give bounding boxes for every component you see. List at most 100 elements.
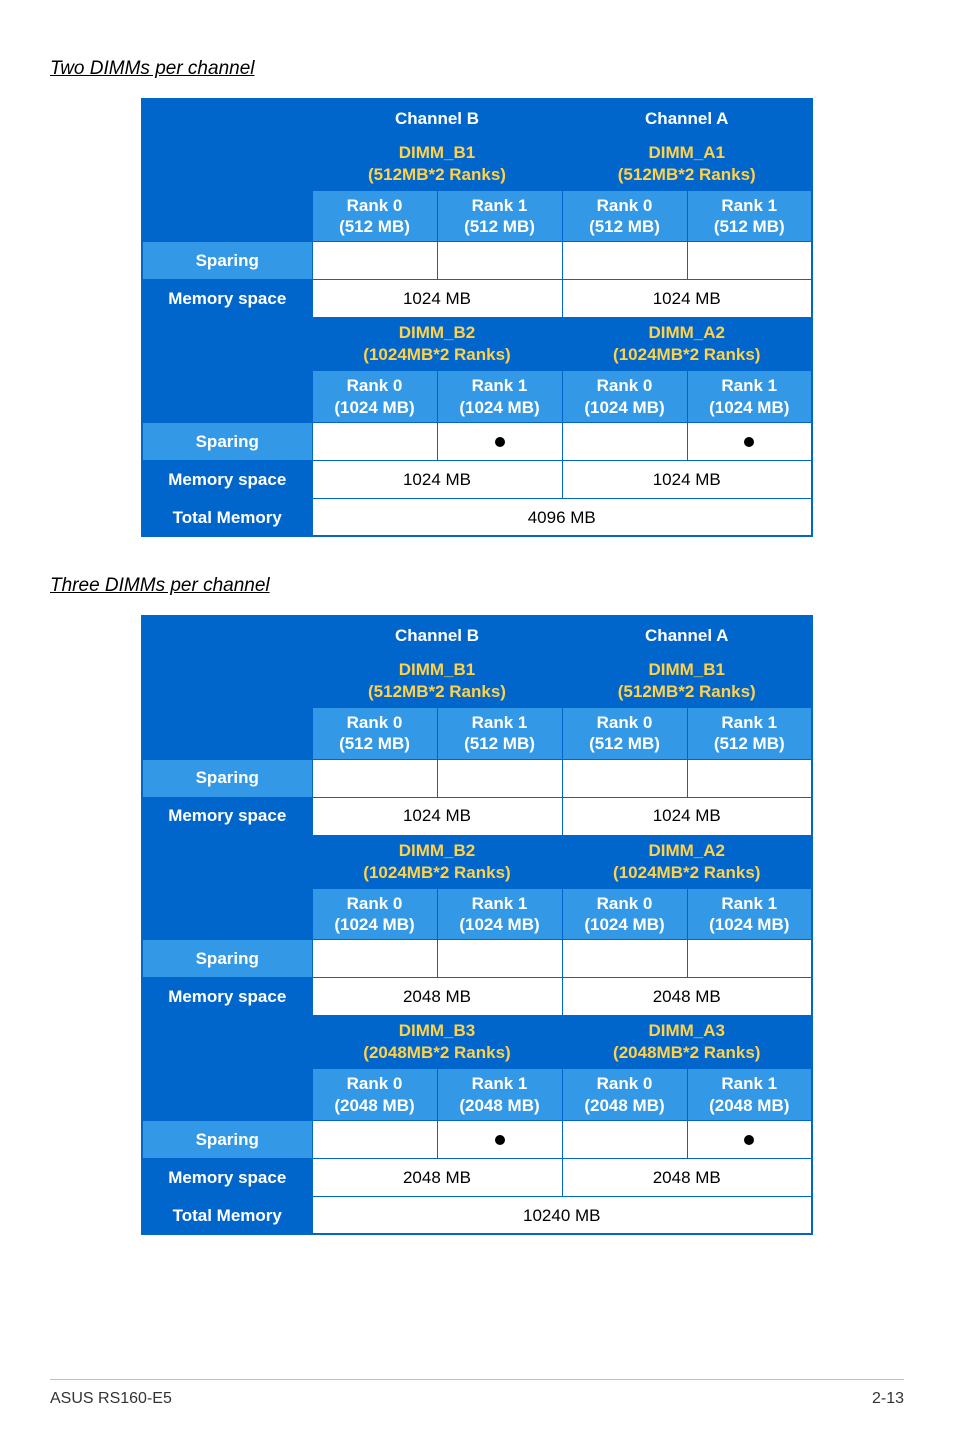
- rank-sublabel: (1024 MB): [459, 915, 539, 934]
- rank-label: Rank 0: [597, 713, 653, 732]
- rank-label: Rank 0: [347, 894, 403, 913]
- memspace-value: 1024 MB: [562, 280, 812, 318]
- blank-cell: [142, 835, 312, 940]
- rank-label: Rank 0: [347, 1074, 403, 1093]
- rank-sublabel: (1024 MB): [709, 915, 789, 934]
- rank-header: Rank 1(512 MB): [687, 708, 812, 760]
- channel-b-header: Channel B: [312, 99, 562, 137]
- sparing-cell: [437, 940, 562, 978]
- memspace-label: Memory space: [142, 978, 312, 1016]
- dot-icon: [495, 1135, 505, 1145]
- sparing-cell: [437, 422, 562, 460]
- rank-label: Rank 0: [347, 196, 403, 215]
- dimm-a2-header: DIMM_A2(1024MB*2 Ranks): [562, 835, 812, 888]
- dimm-sublabel: (512MB*2 Ranks): [618, 682, 756, 701]
- dimm-label: DIMM_A2: [648, 323, 725, 342]
- memspace-value: 2048 MB: [562, 978, 812, 1016]
- table-three-dimms: Channel B Channel A DIMM_B1(512MB*2 Rank…: [141, 615, 813, 1235]
- rank-label: Rank 1: [721, 376, 777, 395]
- rank-sublabel: (512 MB): [339, 734, 410, 753]
- dimm-sublabel: (1024MB*2 Ranks): [613, 863, 760, 882]
- channel-a-header: Channel A: [562, 616, 812, 654]
- rank-header: Rank 1 (2048 MB): [687, 1069, 812, 1121]
- totalmem-label: Total Memory: [142, 1196, 312, 1234]
- rank-sublabel: (1024 MB): [584, 915, 664, 934]
- sparing-cell: [312, 759, 437, 797]
- dimm-sublabel: (2048MB*2 Ranks): [363, 1043, 510, 1062]
- memspace-value: 1024 MB: [312, 460, 562, 498]
- dimm-sublabel: (2048MB*2 Ranks): [613, 1043, 760, 1062]
- dimm-label: DIMM_B2: [399, 841, 476, 860]
- rank-label: Rank 1: [721, 196, 777, 215]
- rank-label: Rank 0: [597, 894, 653, 913]
- dimm-b2-header: DIMM_B2(1024MB*2 Ranks): [312, 318, 562, 371]
- rank-label: Rank 0: [597, 376, 653, 395]
- rank-header: Rank 0(512 MB): [562, 708, 687, 760]
- memspace-value: 1024 MB: [312, 280, 562, 318]
- memspace-value: 2048 MB: [312, 1158, 562, 1196]
- sparing-label: Sparing: [142, 422, 312, 460]
- dimm-a1-header: DIMM_A1(512MB*2 Ranks): [562, 137, 812, 190]
- sparing-cell: [312, 1120, 437, 1158]
- sparing-cell: [562, 422, 687, 460]
- dot-icon: [495, 437, 505, 447]
- rank-sublabel: (2048 MB): [709, 1096, 789, 1115]
- sparing-cell: [312, 242, 437, 280]
- rank-header: Rank 0(1024 MB): [312, 371, 437, 423]
- rank-header: Rank 0 (1024 MB): [562, 371, 687, 423]
- dimm-b3-header: DIMM_B3(2048MB*2 Ranks): [312, 1016, 562, 1069]
- footer-divider: [50, 1379, 904, 1380]
- sparing-cell: [687, 1120, 812, 1158]
- rank-header: Rank 0(2048 MB): [312, 1069, 437, 1121]
- rank-header: Rank 1 (1024 MB): [437, 371, 562, 423]
- rank-label: Rank 0: [347, 376, 403, 395]
- heading-two-dimms: Two DIMMs per channel: [50, 58, 904, 80]
- table-two-dimms: Channel B Channel A DIMM_B1(512MB*2 Rank…: [141, 98, 813, 537]
- dot-icon: [744, 1135, 754, 1145]
- totalmem-value: 4096 MB: [312, 498, 812, 536]
- rank-label: Rank 1: [472, 196, 528, 215]
- rank-label: Rank 0: [597, 1074, 653, 1093]
- sparing-cell: [687, 242, 812, 280]
- dimm-sublabel: (1024MB*2 Ranks): [363, 863, 510, 882]
- memspace-label: Memory space: [142, 797, 312, 835]
- blank-cell: [142, 137, 312, 242]
- dimm-a-b1-header: DIMM_B1 (512MB*2 Ranks): [562, 654, 812, 707]
- rank-sublabel: (512 MB): [714, 734, 785, 753]
- dimm-label: DIMM_B1: [648, 660, 725, 679]
- dimm-a3-header: DIMM_A3 (2048MB*2 Ranks): [562, 1016, 812, 1069]
- blank-cell: [142, 99, 312, 137]
- rank-label: Rank 1: [721, 1074, 777, 1093]
- rank-header: Rank 1(512 MB): [437, 190, 562, 242]
- sparing-cell: [687, 759, 812, 797]
- rank-header: Rank 1(512 MB): [687, 190, 812, 242]
- rank-sublabel: (1024 MB): [709, 398, 789, 417]
- rank-sublabel: (1024 MB): [459, 398, 539, 417]
- rank-label: Rank 1: [721, 894, 777, 913]
- blank-cell: [142, 616, 312, 654]
- rank-label: Rank 0: [347, 713, 403, 732]
- rank-header: Rank 1 (1024 MB): [687, 371, 812, 423]
- sparing-cell: [312, 940, 437, 978]
- dimm-label: DIMM_B1: [399, 660, 476, 679]
- rank-header: Rank 1(1024 MB): [437, 888, 562, 940]
- channel-a-header: Channel A: [562, 99, 812, 137]
- rank-header: Rank 0(512 MB): [562, 190, 687, 242]
- dimm-a2-header: DIMM_A2(1024MB*2 Ranks): [562, 318, 812, 371]
- sparing-cell: [562, 940, 687, 978]
- footer-right: 2-13: [872, 1390, 904, 1408]
- memspace-label: Memory space: [142, 280, 312, 318]
- dimm-label: DIMM_A3: [648, 1021, 725, 1040]
- rank-header: Rank 0(2048 MB): [562, 1069, 687, 1121]
- rank-sublabel: (1024 MB): [584, 398, 664, 417]
- rank-label: Rank 1: [472, 1074, 528, 1093]
- rank-sublabel: (512 MB): [339, 217, 410, 236]
- totalmem-label: Total Memory: [142, 498, 312, 536]
- rank-label: Rank 1: [472, 713, 528, 732]
- rank-label: Rank 1: [472, 376, 528, 395]
- dimm-label: DIMM_B1: [399, 143, 476, 162]
- sparing-cell: [687, 940, 812, 978]
- dimm-b1-header: DIMM_B1(512MB*2 Ranks): [312, 654, 562, 707]
- sparing-label: Sparing: [142, 242, 312, 280]
- sparing-cell: [562, 759, 687, 797]
